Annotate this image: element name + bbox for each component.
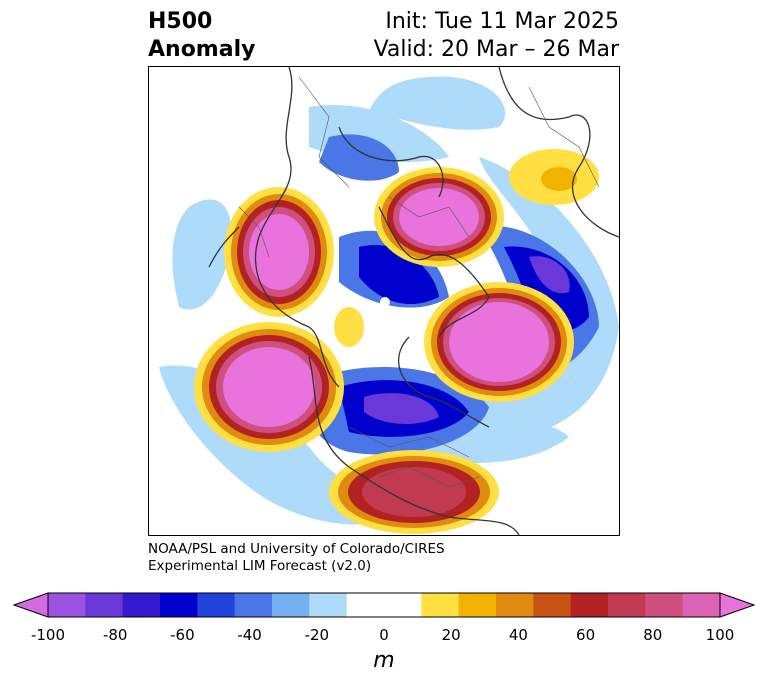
init-date: Init: Tue 11 Mar 2025 bbox=[385, 9, 619, 34]
colorbar-right-extension bbox=[719, 592, 756, 618]
colorbar-tick-label: 40 bbox=[508, 626, 528, 644]
colorbar-cell bbox=[608, 593, 646, 617]
colorbar-cell bbox=[309, 593, 348, 617]
country-borders bbox=[238, 76, 600, 488]
map-title: H500 Anomaly bbox=[148, 8, 255, 64]
title-line-anomaly: Anomaly bbox=[148, 37, 256, 62]
colorbar-cell bbox=[682, 593, 721, 617]
title-line-variable: H500 bbox=[148, 9, 213, 34]
positive-anomaly-northwest bbox=[224, 187, 334, 317]
colorbar-cell bbox=[272, 593, 310, 617]
colorbar-cell bbox=[48, 593, 86, 617]
colorbar-unit: m bbox=[373, 648, 395, 673]
credit-line-2: Experimental LIM Forecast (v2.0) bbox=[148, 558, 372, 574]
credit-line-1: NOAA/PSL and University of Colorado/CIRE… bbox=[148, 541, 445, 557]
colorbar-cell bbox=[85, 593, 124, 617]
colorbar-cell bbox=[645, 593, 684, 617]
positive-anomaly-east bbox=[424, 282, 574, 402]
coastlines bbox=[208, 67, 619, 535]
colorbar-cell bbox=[122, 593, 161, 617]
colorbar-outline bbox=[47, 592, 721, 618]
pole-marker bbox=[380, 297, 390, 307]
colorbar-cell bbox=[160, 593, 198, 617]
small-positive-patch bbox=[334, 307, 364, 347]
colorbar-cell bbox=[496, 593, 534, 617]
colorbar-tick-label: -80 bbox=[102, 626, 128, 644]
credit-text: NOAA/PSL and University of Colorado/CIRE… bbox=[148, 541, 445, 575]
colorbar-tick-label: 100 bbox=[705, 626, 735, 644]
colorbar-cell bbox=[533, 593, 572, 617]
colorbar-cell bbox=[421, 593, 460, 617]
positive-anomaly-south bbox=[329, 450, 499, 534]
positive-anomaly-north-atlantic bbox=[374, 167, 504, 267]
forecast-dates: Init: Tue 11 Mar 2025 Valid: 20 Mar – 26… bbox=[374, 8, 619, 64]
colorbar-cell bbox=[570, 593, 609, 617]
colorbar-cells bbox=[48, 593, 721, 617]
colorbar-tick-label: -20 bbox=[304, 626, 330, 644]
colorbar-tick-label: -60 bbox=[170, 626, 195, 644]
colorbar bbox=[12, 592, 756, 618]
colorbar-cell bbox=[234, 593, 273, 617]
polar-map-svg bbox=[159, 67, 619, 535]
colorbar-tick-label: 20 bbox=[441, 626, 461, 644]
positive-anomaly-west bbox=[194, 322, 344, 452]
colorbar-tick-label: -100 bbox=[30, 626, 66, 644]
colorbar-tick-label: 60 bbox=[576, 626, 596, 644]
colorbar-cell bbox=[458, 593, 497, 617]
valid-date-range: Valid: 20 Mar – 26 Mar bbox=[373, 37, 619, 62]
positive-anomaly-northeast-small bbox=[509, 149, 599, 205]
colorbar-tick-label: -40 bbox=[237, 626, 262, 644]
colorbar-tick-label: 80 bbox=[643, 626, 663, 644]
violet-regions bbox=[364, 256, 570, 424]
colorbar-tick-label: 0 bbox=[379, 626, 389, 644]
colorbar-cell bbox=[384, 593, 422, 617]
colorbar-cell bbox=[346, 593, 385, 617]
anomaly-map bbox=[148, 66, 620, 536]
colorbar-cell bbox=[197, 593, 236, 617]
colorbar-left-extension bbox=[12, 592, 49, 618]
